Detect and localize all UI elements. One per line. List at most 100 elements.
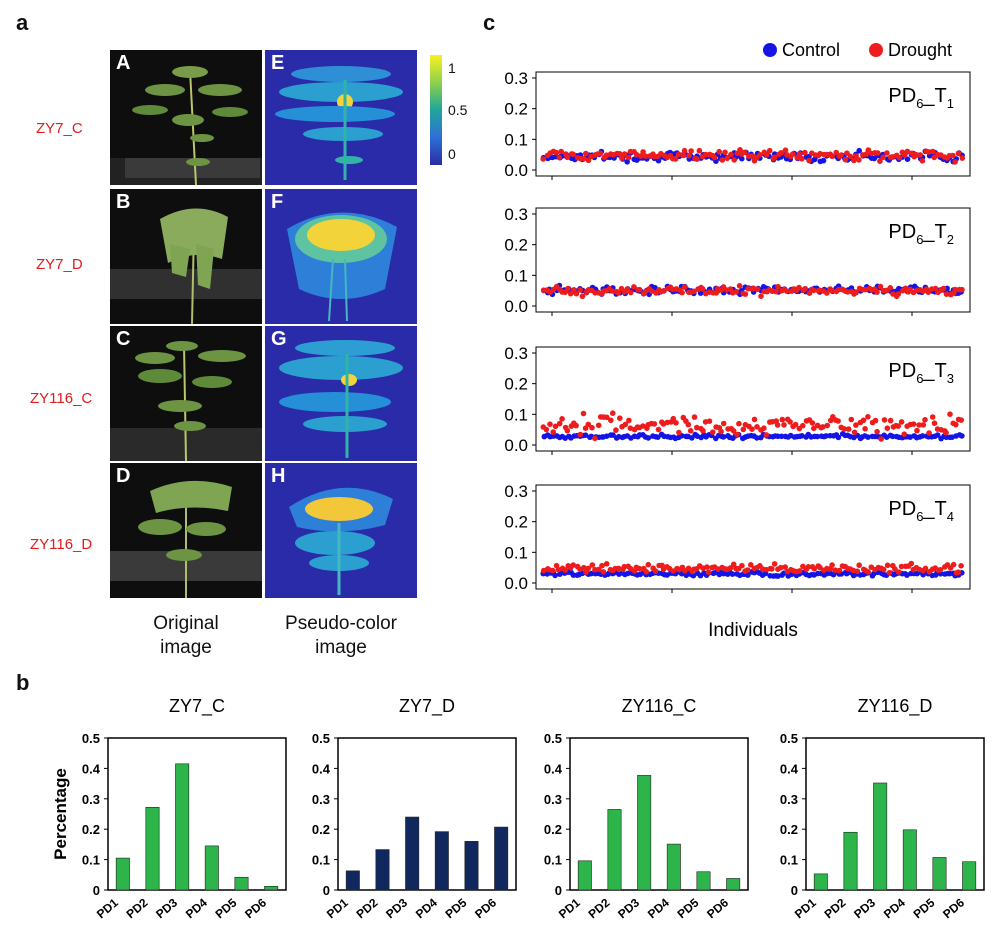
y-tick-label: 0.2 — [780, 822, 798, 837]
bar-pd5 — [234, 876, 249, 891]
point-drought — [673, 420, 679, 426]
label-sub1: 6 — [916, 232, 923, 247]
x-tick-label: PD1 — [324, 895, 351, 921]
x-tick-label: PD1 — [94, 895, 121, 921]
point-drought — [688, 148, 694, 154]
label-sub2: 1 — [947, 96, 954, 111]
point-drought — [851, 429, 858, 436]
colorbar-tick-0-5: 0.5 — [448, 102, 468, 118]
x-tick-label: PD6 — [472, 895, 499, 921]
point-drought — [847, 153, 854, 160]
point-drought — [624, 286, 631, 292]
x-tick-label: PD6 — [242, 895, 269, 921]
point-drought — [718, 428, 724, 435]
pseudo-color-illustration — [287, 212, 397, 322]
label-sub2: 3 — [947, 371, 954, 386]
caption-pseudo: Pseudo-color image — [266, 612, 416, 660]
point-drought — [853, 422, 859, 428]
label-sub1: 6 — [916, 509, 923, 524]
point-drought — [926, 430, 932, 436]
point-drought — [925, 289, 932, 296]
point-drought — [636, 565, 643, 572]
y-tick-label: 0 — [93, 883, 100, 898]
panel-letter-a: a — [16, 10, 29, 35]
x-axis-label: Individuals — [708, 620, 798, 641]
point-drought — [805, 564, 812, 570]
point-drought — [884, 150, 890, 156]
point-drought — [754, 424, 760, 430]
label-main: PD — [888, 498, 916, 520]
point-drought — [555, 566, 562, 573]
point-drought — [681, 147, 688, 154]
point-drought — [862, 426, 868, 432]
y-tick-label: 0.1 — [504, 266, 528, 285]
point-drought — [856, 562, 862, 568]
point-drought — [806, 157, 812, 164]
y-tick-label: 0 — [323, 883, 330, 898]
point-drought — [749, 153, 756, 159]
point-drought — [775, 283, 781, 290]
point-drought — [628, 289, 634, 296]
x-tick-label: PD2 — [586, 895, 613, 921]
point-drought — [562, 289, 568, 296]
row-label-zy116-c: ZY116_C — [30, 390, 93, 407]
y-tick-label: 0.3 — [504, 69, 528, 88]
point-control — [778, 433, 785, 440]
point-control — [570, 572, 577, 578]
y-tick-label: 0.4 — [544, 761, 563, 776]
point-control — [934, 432, 941, 438]
point-drought — [778, 150, 784, 156]
point-drought — [636, 286, 643, 293]
y-tick-label: 0.2 — [312, 822, 330, 837]
point-drought — [947, 411, 953, 418]
label-sub2: 2 — [947, 232, 954, 247]
point-drought — [733, 289, 739, 295]
point-drought — [862, 286, 868, 293]
y-tick-label: 0.3 — [504, 482, 528, 501]
point-drought — [631, 284, 637, 290]
point-drought — [878, 436, 884, 442]
point-drought — [680, 152, 687, 159]
bar-pd2 — [843, 831, 858, 891]
colorbar — [430, 55, 442, 165]
image-letter-a: A — [116, 52, 131, 74]
point-drought — [740, 426, 747, 433]
point-drought — [761, 425, 767, 432]
point-drought — [838, 152, 844, 158]
point-control — [814, 433, 821, 440]
point-drought — [824, 290, 830, 296]
point-drought — [952, 286, 958, 293]
caption-original-line1: Original — [153, 613, 219, 634]
point-drought — [596, 566, 602, 573]
point-drought — [929, 414, 936, 420]
y-tick-label: 0.4 — [312, 761, 331, 776]
point-drought — [696, 147, 703, 154]
point-drought — [904, 148, 911, 155]
point-drought — [599, 562, 605, 569]
legend-marker-control — [763, 43, 777, 57]
point-drought — [645, 561, 652, 568]
point-drought — [845, 426, 852, 432]
point-drought — [558, 148, 564, 155]
point-drought — [661, 288, 667, 294]
pseudo-color-illustration — [279, 340, 403, 458]
point-drought — [880, 566, 887, 573]
point-drought — [874, 428, 880, 435]
point-drought — [895, 291, 902, 297]
original-image-zy116-c: C — [110, 326, 262, 461]
point-drought — [916, 422, 922, 428]
point-drought — [672, 156, 679, 162]
point-drought — [953, 421, 959, 428]
point-drought — [860, 417, 867, 424]
point-drought — [676, 429, 682, 436]
point-drought — [704, 564, 710, 570]
bar-chart-title: ZY7_D — [399, 696, 455, 717]
point-drought — [559, 416, 565, 422]
label-main: PD — [888, 221, 916, 243]
bar-chart-1: ZY7_D 0 0.1 0.2 0.3 0.4 0.5 PD1 PD2 PD3 PD4 PD5 PD6 — [312, 696, 517, 921]
point-drought — [919, 158, 926, 164]
plant-photo-illustration — [110, 208, 262, 324]
bar-pd4 — [204, 845, 219, 891]
point-drought — [638, 153, 644, 159]
